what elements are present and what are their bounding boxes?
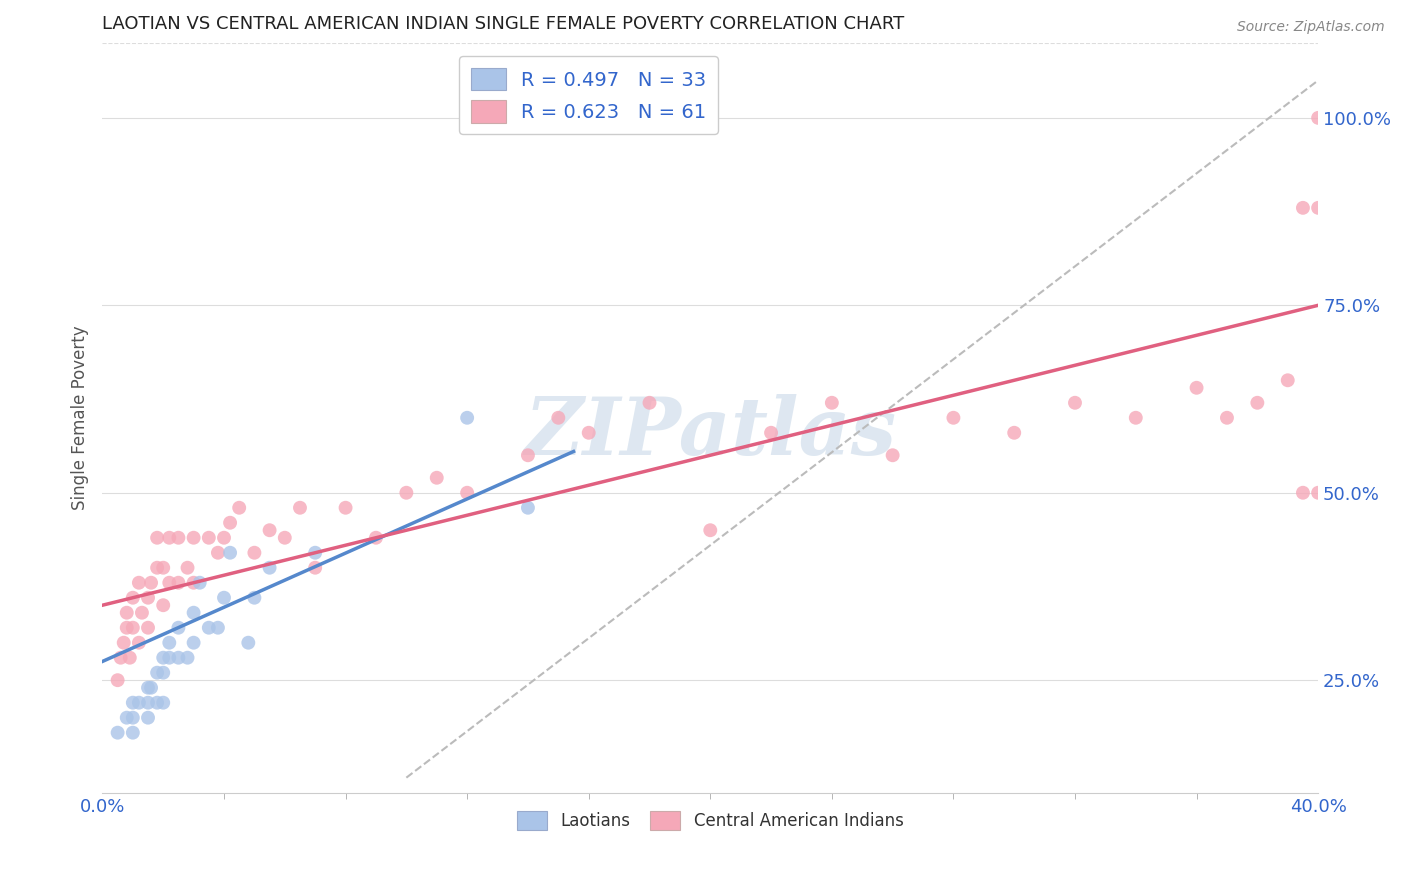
Point (136, 711, 159, 725)
Point (167, 621, 190, 635)
Point (516, 500, 538, 515)
Point (1308, 111, 1330, 125)
Point (243, 546, 266, 560)
Point (152, 650, 174, 665)
Point (167, 531, 190, 545)
Point (212, 591, 235, 605)
Point (456, 410, 478, 425)
Point (198, 531, 221, 545)
Point (157, 650, 180, 665)
Point (167, 575, 190, 590)
Point (219, 546, 242, 560)
Point (183, 636, 205, 650)
Point (183, 531, 205, 545)
Point (699, 523, 721, 537)
Point (364, 531, 387, 545)
Point (183, 606, 205, 620)
Point (638, 396, 661, 410)
Point (157, 636, 180, 650)
Point (146, 531, 169, 545)
Point (139, 681, 162, 695)
Point (152, 598, 174, 612)
Point (547, 410, 569, 425)
Point (136, 621, 159, 635)
Point (110, 650, 132, 665)
Point (115, 606, 138, 620)
Point (228, 500, 250, 515)
Point (115, 621, 138, 635)
Point (395, 485, 418, 500)
Point (238, 636, 260, 650)
Point (176, 650, 198, 665)
Point (128, 636, 150, 650)
Point (274, 531, 297, 545)
Point (107, 673, 129, 688)
Point (759, 425, 782, 440)
Point (136, 681, 159, 695)
Point (152, 560, 174, 574)
Y-axis label: Single Female Poverty: Single Female Poverty (72, 326, 89, 510)
Point (146, 665, 169, 680)
Point (1292, 485, 1315, 500)
Point (152, 665, 174, 680)
Point (152, 696, 174, 710)
Point (243, 591, 266, 605)
Point (516, 448, 538, 462)
Point (426, 471, 449, 485)
Point (304, 546, 326, 560)
Point (128, 696, 150, 710)
Point (1064, 396, 1087, 410)
Point (139, 575, 162, 590)
Point (1002, 425, 1025, 440)
Point (107, 725, 129, 739)
Point (121, 621, 143, 635)
Point (146, 560, 169, 574)
Point (118, 650, 141, 665)
Point (1308, 485, 1330, 500)
Point (136, 696, 159, 710)
Point (304, 560, 326, 574)
Point (219, 516, 242, 530)
Point (146, 696, 169, 710)
Point (198, 621, 221, 635)
Point (207, 621, 229, 635)
Point (1292, 201, 1315, 215)
Point (1246, 396, 1268, 410)
Point (176, 560, 198, 574)
Point (183, 575, 205, 590)
Point (188, 575, 211, 590)
Point (456, 485, 478, 500)
Point (335, 500, 357, 515)
Point (121, 591, 143, 605)
Point (157, 531, 180, 545)
Point (128, 575, 150, 590)
Point (212, 531, 235, 545)
Point (578, 425, 600, 440)
Legend: Laotians, Central American Indians: Laotians, Central American Indians (510, 805, 910, 837)
Point (288, 500, 311, 515)
Point (259, 560, 281, 574)
Point (136, 591, 159, 605)
Text: ZIPatlas: ZIPatlas (524, 394, 897, 472)
Point (112, 636, 135, 650)
Point (1277, 373, 1299, 387)
Text: LAOTIAN VS CENTRAL AMERICAN INDIAN SINGLE FEMALE POVERTY CORRELATION CHART: LAOTIAN VS CENTRAL AMERICAN INDIAN SINGL… (103, 15, 904, 33)
Point (1308, 201, 1330, 215)
Point (157, 575, 180, 590)
Point (121, 711, 143, 725)
Point (167, 650, 190, 665)
Point (1125, 410, 1147, 425)
Point (121, 725, 143, 739)
Point (131, 606, 153, 620)
Point (942, 410, 965, 425)
Point (882, 448, 904, 462)
Point (115, 711, 138, 725)
Point (1216, 410, 1239, 425)
Point (1185, 381, 1208, 395)
Point (207, 546, 229, 560)
Point (121, 696, 143, 710)
Text: Source: ZipAtlas.com: Source: ZipAtlas.com (1237, 20, 1385, 34)
Point (259, 523, 281, 537)
Point (821, 396, 844, 410)
